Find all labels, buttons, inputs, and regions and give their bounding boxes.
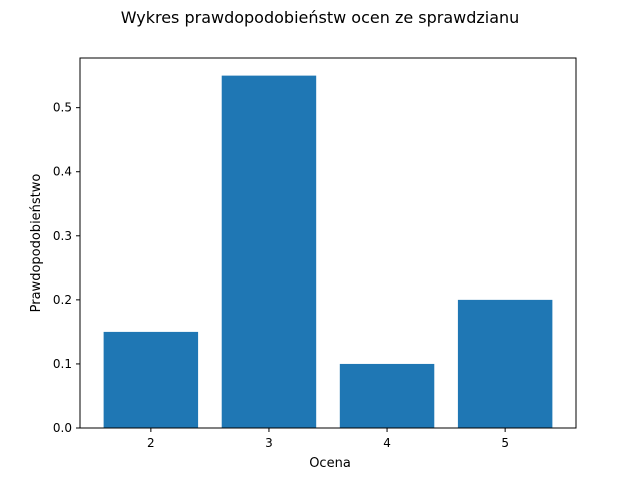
- y-axis: 0.0 0.1 0.2 0.3 0.4 0.5: [53, 101, 80, 435]
- y-tick-label: 0.0: [53, 421, 72, 435]
- y-tick-label: 0.5: [53, 101, 72, 115]
- bar-3: [221, 75, 317, 428]
- x-tick-label-4: 4: [383, 436, 391, 450]
- y-tick-label: 0.1: [53, 357, 72, 371]
- bar-5: [457, 299, 553, 428]
- x-tick-label-2: 2: [147, 436, 155, 450]
- chart-title: Wykres prawdopodobieństw ocen ze sprawdz…: [121, 8, 520, 27]
- x-axis-label: Ocena: [309, 456, 351, 471]
- x-tick-label-3: 3: [265, 436, 273, 450]
- x-tick-label-5: 5: [501, 436, 509, 450]
- y-axis-label: Prawdopodobieństwo: [29, 174, 44, 313]
- plot-frame: [79, 57, 577, 429]
- bar-4: [339, 363, 435, 428]
- bars-group: [103, 75, 553, 428]
- y-tick-label: 0.3: [53, 229, 72, 243]
- y-tick-label: 0.2: [53, 293, 72, 307]
- bar-2: [103, 331, 199, 428]
- y-tick-label: 0.4: [53, 165, 72, 179]
- x-axis: 2 3 4 5: [147, 428, 509, 450]
